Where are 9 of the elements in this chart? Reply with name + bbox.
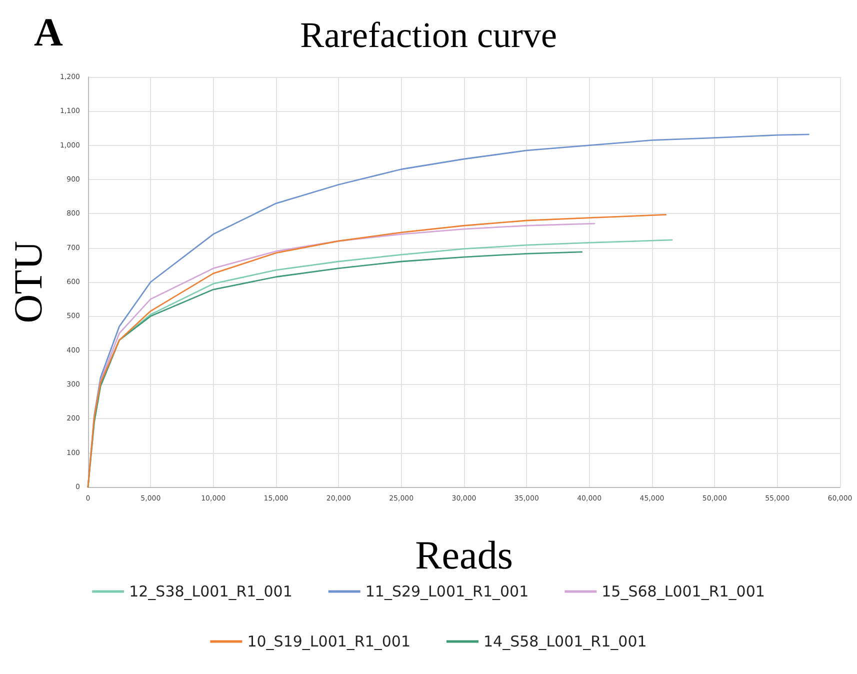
legend-label: 12_S38_L001_R1_001 xyxy=(129,582,292,600)
legend-label: 15_S68_L001_R1_001 xyxy=(602,582,765,600)
x-axis-title: Reads xyxy=(415,532,513,578)
legend-label: 10_S19_L001_R1_001 xyxy=(247,632,410,650)
legend-label: 14_S58_L001_R1_001 xyxy=(484,632,647,650)
legend-label: 11_S29_L001_R1_001 xyxy=(365,582,529,600)
chart-title: Rarefaction curve xyxy=(300,15,557,55)
text: A xyxy=(34,10,63,54)
y-axis-title: OTU xyxy=(6,240,50,324)
